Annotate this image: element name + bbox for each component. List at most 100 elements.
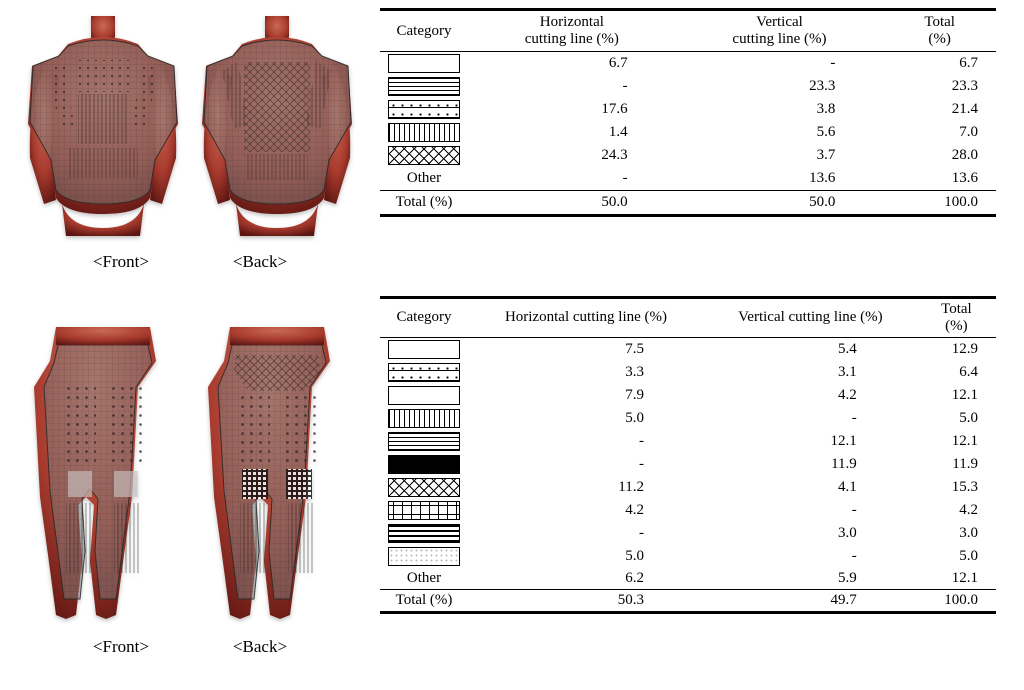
upper-front-label: <Front> xyxy=(93,252,149,272)
table-row: -23.323.3 xyxy=(380,75,996,98)
table-row: 3.33.16.4 xyxy=(380,361,996,384)
table-row: 6.7-6.7 xyxy=(380,52,996,76)
cell-h: 6.7 xyxy=(468,52,676,76)
col2-horizontal: Horizontal cutting line (%) xyxy=(468,297,704,337)
cell-t: 21.4 xyxy=(883,98,996,121)
table-row: -11.911.9 xyxy=(380,453,996,476)
table-row: 1.45.67.0 xyxy=(380,121,996,144)
table-row: -3.03.0 xyxy=(380,522,996,545)
cell-t: 11.9 xyxy=(917,453,996,476)
cell-v: 4.2 xyxy=(704,384,917,407)
col-total: Total (%) xyxy=(883,10,996,52)
cell-h: 17.6 xyxy=(468,98,676,121)
pattern-swatch xyxy=(388,363,460,382)
pattern-swatch xyxy=(388,54,460,73)
table-row: 11.24.115.3 xyxy=(380,476,996,499)
upper-total-label: Total (%) xyxy=(380,191,468,216)
table-row: Other-13.613.6 xyxy=(380,167,996,191)
col-horizontal: Horizontal cutting line (%) xyxy=(468,10,676,52)
cell-v: - xyxy=(676,52,884,76)
cell-v: 13.6 xyxy=(676,167,884,191)
table-row: 7.55.412.9 xyxy=(380,337,996,361)
lower-front-label: <Front> xyxy=(93,637,149,657)
cell-t: 12.1 xyxy=(917,384,996,407)
row-label: Other xyxy=(380,167,468,191)
table-row: 5.0-5.0 xyxy=(380,545,996,568)
pattern-swatch xyxy=(388,478,460,497)
cell-h: 4.2 xyxy=(468,499,704,522)
cell-v: 3.7 xyxy=(676,144,884,167)
cell-t: 23.3 xyxy=(883,75,996,98)
table-row: 7.94.212.1 xyxy=(380,384,996,407)
cell-t: 5.0 xyxy=(917,545,996,568)
legs-front xyxy=(28,321,178,631)
cell-t: 15.3 xyxy=(917,476,996,499)
cell-h: - xyxy=(468,453,704,476)
cell-t: 12.1 xyxy=(917,568,996,590)
cell-h: 7.5 xyxy=(468,337,704,361)
lower-total-h: 50.3 xyxy=(468,589,704,612)
lower-total-v: 49.7 xyxy=(704,589,917,612)
cell-h: - xyxy=(468,522,704,545)
pattern-swatch xyxy=(388,100,460,119)
pattern-swatch xyxy=(388,146,460,165)
lower-figure-panel: <Front> <Back> xyxy=(0,288,380,690)
pattern-swatch xyxy=(388,77,460,96)
upper-back-label: <Back> xyxy=(233,252,287,272)
col-vertical: Vertical cutting line (%) xyxy=(676,10,884,52)
cell-v: - xyxy=(704,499,917,522)
cell-h: 24.3 xyxy=(468,144,676,167)
cell-h: 5.0 xyxy=(468,407,704,430)
upper-total-h: 50.0 xyxy=(468,191,676,216)
table-row: 5.0-5.0 xyxy=(380,407,996,430)
cell-v: 3.1 xyxy=(704,361,917,384)
cell-h: 6.2 xyxy=(468,568,704,590)
cell-v: 12.1 xyxy=(704,430,917,453)
table-row: -12.112.1 xyxy=(380,430,996,453)
pattern-swatch xyxy=(388,501,460,520)
cell-t: 13.6 xyxy=(883,167,996,191)
cell-v: 5.9 xyxy=(704,568,917,590)
cell-t: 6.7 xyxy=(883,52,996,76)
cell-v: - xyxy=(704,545,917,568)
pattern-swatch xyxy=(388,123,460,142)
cell-t: 5.0 xyxy=(917,407,996,430)
cell-h: 7.9 xyxy=(468,384,704,407)
cell-h: - xyxy=(468,75,676,98)
col2-total: Total (%) xyxy=(917,297,996,337)
cell-v: 5.4 xyxy=(704,337,917,361)
table-row: 24.33.728.0 xyxy=(380,144,996,167)
cell-h: - xyxy=(468,167,676,191)
table-row: 17.63.821.4 xyxy=(380,98,996,121)
pattern-swatch xyxy=(388,524,460,543)
cell-t: 3.0 xyxy=(917,522,996,545)
cell-v: 3.8 xyxy=(676,98,884,121)
cell-v: 23.3 xyxy=(676,75,884,98)
cell-t: 7.0 xyxy=(883,121,996,144)
col-category: Category xyxy=(380,10,468,52)
cell-h: 1.4 xyxy=(468,121,676,144)
col2-vertical: Vertical cutting line (%) xyxy=(704,297,917,337)
cell-h: 11.2 xyxy=(468,476,704,499)
cell-v: 3.0 xyxy=(704,522,917,545)
upper-total-t: 100.0 xyxy=(883,191,996,216)
cell-v: 5.6 xyxy=(676,121,884,144)
cell-t: 6.4 xyxy=(917,361,996,384)
upper-total-v: 50.0 xyxy=(676,191,884,216)
pattern-swatch xyxy=(388,547,460,566)
pattern-swatch xyxy=(388,386,460,405)
cell-t: 28.0 xyxy=(883,144,996,167)
upper-table: Category Horizontal cutting line (%) Ver… xyxy=(380,8,996,217)
col2-category: Category xyxy=(380,297,468,337)
table-row: 4.2-4.2 xyxy=(380,499,996,522)
lower-table-panel: Category Horizontal cutting line (%) Ver… xyxy=(380,288,1024,690)
cell-v: 4.1 xyxy=(704,476,917,499)
lower-back-label: <Back> xyxy=(233,637,287,657)
cell-t: 4.2 xyxy=(917,499,996,522)
cell-v: - xyxy=(704,407,917,430)
cell-h: 3.3 xyxy=(468,361,704,384)
upper-table-panel: Category Horizontal cutting line (%) Ver… xyxy=(380,0,1024,288)
torso-front xyxy=(28,16,178,246)
pattern-swatch xyxy=(388,409,460,428)
cell-t: 12.9 xyxy=(917,337,996,361)
